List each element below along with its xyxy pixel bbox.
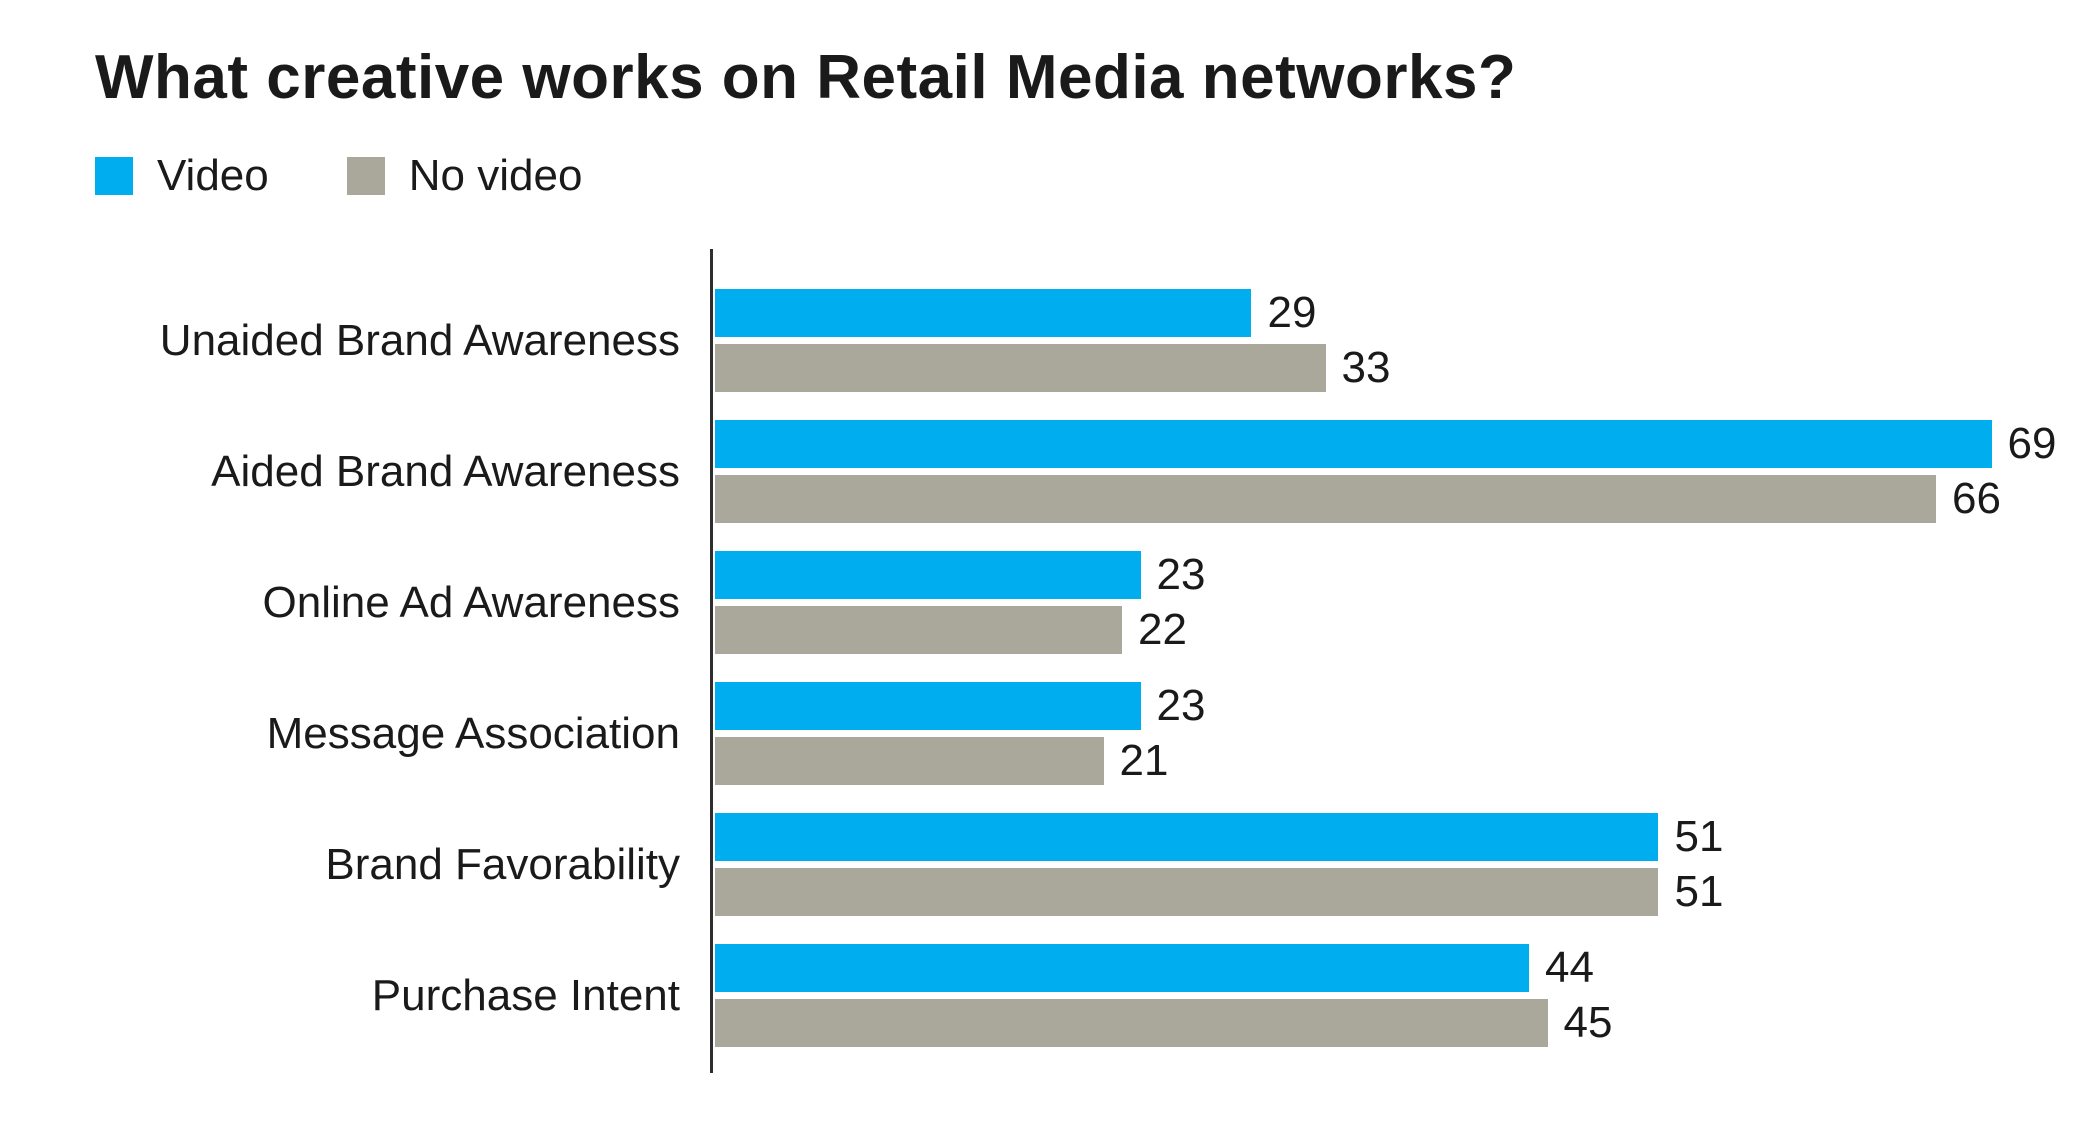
category-label: Purchase Intent (371, 970, 680, 1020)
bar-row: 33 (715, 343, 2010, 393)
category-label: Online Ad Awareness (262, 577, 680, 627)
bar-row: 22 (715, 605, 2010, 655)
bar-no-video (715, 606, 1122, 655)
video-swatch-icon (95, 157, 133, 196)
bar-no-video (715, 868, 1659, 917)
bar-row: 21 (715, 736, 2010, 786)
bar-no-video (715, 737, 1104, 786)
value-label: 51 (1674, 812, 1724, 862)
bar-row: 23 (715, 681, 2010, 731)
bar-pair: 29 33 (710, 288, 2010, 393)
bar-pair: 23 21 (710, 681, 2010, 786)
value-label: 23 (1156, 550, 1206, 600)
value-label: 66 (1952, 474, 2001, 524)
value-label: 22 (1138, 605, 1187, 655)
legend-item-no-video: No video (346, 151, 583, 201)
bar-no-video (715, 344, 1326, 393)
value-label: 69 (2007, 419, 2057, 469)
legend-label-no-video: No video (408, 151, 583, 201)
bar-pair: 69 66 (710, 420, 2056, 524)
bar-row: 45 (715, 998, 2010, 1048)
bar-video (715, 682, 1141, 731)
chart-group: Message Association 23 21 (95, 681, 2083, 786)
bar-pair: 51 51 (710, 812, 2010, 917)
bar-video (715, 420, 1992, 469)
chart-group: Brand Favorability 51 51 (95, 812, 2083, 917)
category-label: Unaided Brand Awareness (159, 315, 680, 365)
chart-groups: Unaided Brand Awareness 29 33 Aided Brand A… (95, 249, 2083, 1073)
chart-title: What creative works on Retail Media netw… (95, 43, 1517, 112)
bar-row: 44 (715, 943, 2010, 993)
y-axis-line (710, 249, 713, 1074)
chart-group: Online Ad Awareness 23 22 (95, 550, 2083, 655)
value-label: 23 (1156, 681, 1206, 731)
chart-group: Purchase Intent 44 45 (95, 943, 2083, 1048)
legend: Video No video (95, 151, 2083, 201)
legend-item-video: Video (95, 151, 269, 201)
category-label: Brand Favorability (325, 839, 680, 889)
bar-video (715, 289, 1252, 338)
value-label: 21 (1119, 736, 1169, 786)
bar-pair: 44 45 (710, 943, 2010, 1048)
legend-label-video: Video (157, 151, 269, 201)
bar-row: 66 (715, 474, 2010, 524)
bar-no-video (715, 475, 1936, 524)
bar-chart: Unaided Brand Awareness 29 33 Aided Brand A… (95, 249, 2083, 1074)
value-label: 51 (1674, 867, 1724, 917)
value-label: 33 (1341, 343, 1391, 393)
value-label: 44 (1545, 943, 1594, 993)
value-label: 45 (1563, 998, 1613, 1048)
bar-row: 69 (715, 420, 2056, 469)
bar-row: 29 (715, 288, 2010, 338)
bar-pair: 23 22 (710, 550, 2010, 655)
bar-video (715, 551, 1141, 600)
category-label: Message Association (266, 708, 680, 758)
bar-no-video (715, 999, 1548, 1048)
bar-row: 51 (715, 812, 2010, 862)
no-video-swatch-icon (346, 157, 385, 196)
category-label: Aided Brand Awareness (211, 446, 680, 496)
bar-video (715, 813, 1659, 862)
chart-group: Aided Brand Awareness 69 66 (95, 420, 2083, 524)
chart-group: Unaided Brand Awareness 29 33 (95, 288, 2083, 393)
bar-video (715, 944, 1529, 993)
value-label: 29 (1267, 288, 1317, 338)
bar-row: 23 (715, 550, 2010, 600)
bar-row: 51 (715, 867, 2010, 917)
